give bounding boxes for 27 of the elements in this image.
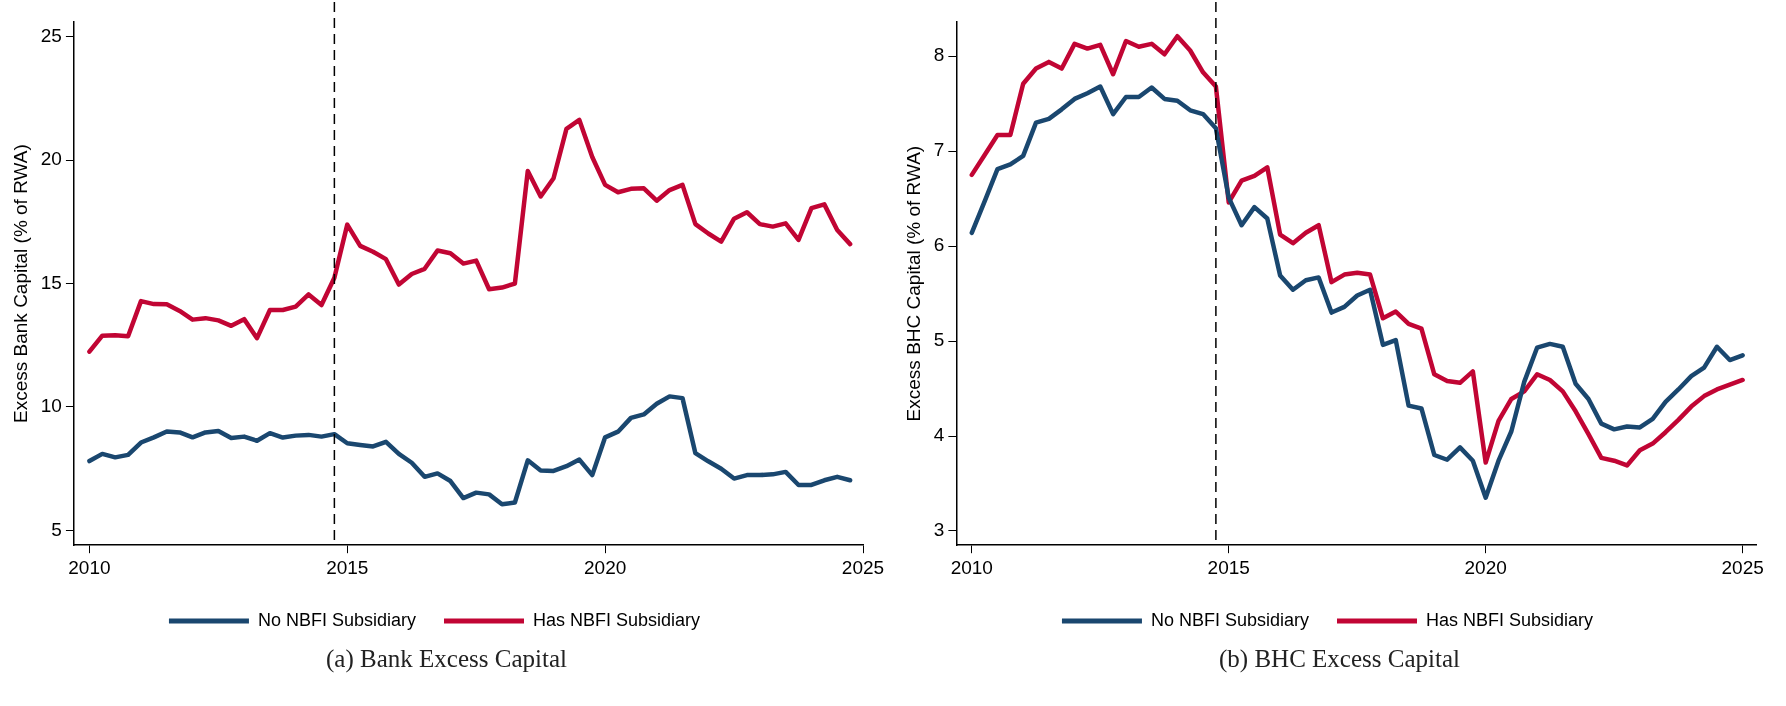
y-tick-label: 10 xyxy=(40,395,62,417)
y-axis-title: Excess BHC Capital (% of RWA) xyxy=(902,145,924,422)
x-tick-label: 2025 xyxy=(1721,556,1764,578)
y-tick-label: 15 xyxy=(40,271,62,293)
y-axis-title: Excess Bank Capital (% of RWA) xyxy=(9,144,31,423)
y-tick-label: 25 xyxy=(40,25,62,47)
x-tick-label: 2015 xyxy=(326,556,369,578)
y-tick-label: 4 xyxy=(933,424,945,446)
y-tick-label: 3 xyxy=(933,519,945,541)
y-tick-label: 5 xyxy=(51,518,62,540)
x-tick-label: 2015 xyxy=(1207,556,1250,578)
legend-label: No NBFI Subsidiary xyxy=(257,609,417,630)
legend-label: No NBFI Subsidiary xyxy=(1150,609,1310,630)
legend-label: Has NBFI Subsidiary xyxy=(533,609,701,630)
x-tick-label: 2010 xyxy=(68,556,111,578)
x-tick-label: 2010 xyxy=(950,556,993,578)
y-tick-label: 7 xyxy=(933,139,945,161)
y-tick-label: 20 xyxy=(40,148,62,170)
x-tick-label: 2020 xyxy=(583,556,627,578)
text: (b) BHC Excess Capital xyxy=(1218,645,1461,673)
y-tick-label: 5 xyxy=(933,329,945,351)
legend-label: Has NBFI Subsidiary xyxy=(1426,609,1594,630)
y-tick-label: 6 xyxy=(933,234,945,256)
x-tick-label: 2020 xyxy=(1464,556,1507,578)
x-tick-label: 2025 xyxy=(841,556,885,578)
y-tick-label: 8 xyxy=(933,44,945,66)
text: (a) Bank Excess Capital xyxy=(325,645,568,673)
